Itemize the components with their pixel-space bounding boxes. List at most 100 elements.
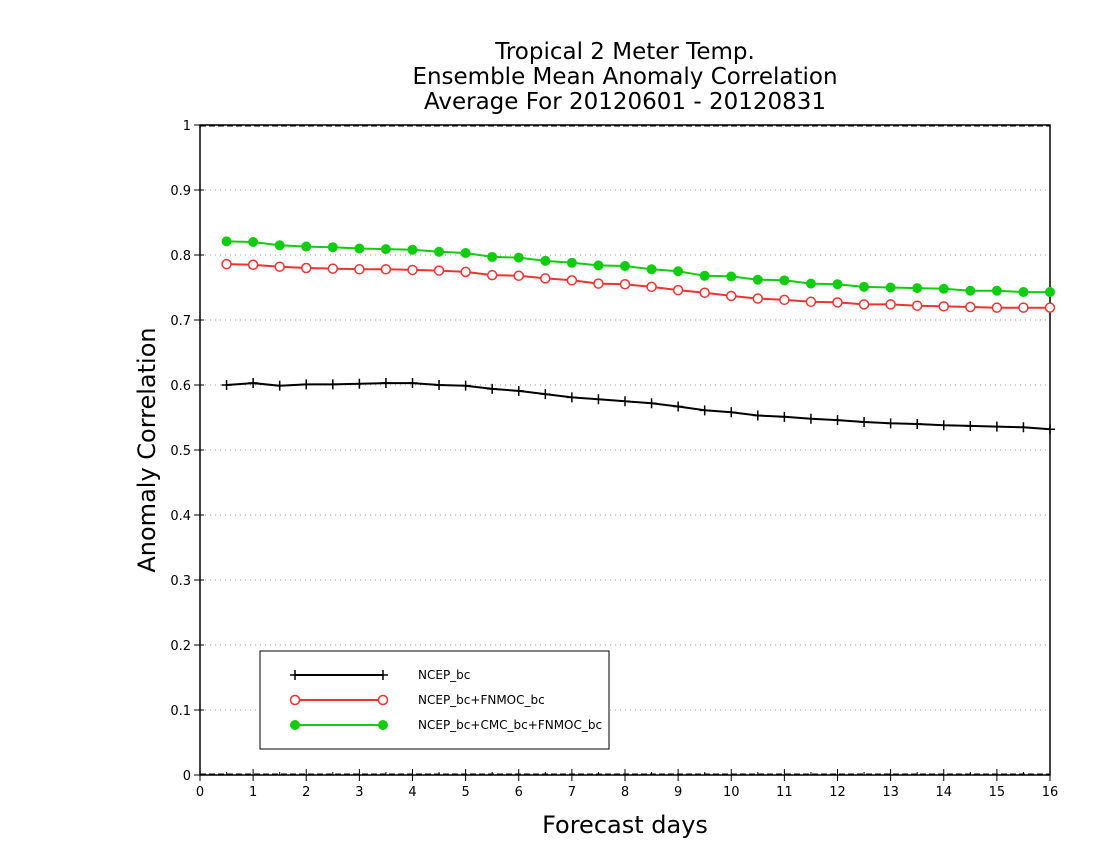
series-2-point-21 [779, 275, 790, 286]
legend-swatch-marker-end-1 [377, 694, 389, 706]
series-0-point-24 [859, 417, 870, 428]
x-axis-label: Forecast days [542, 811, 708, 839]
series-1-point-17 [672, 284, 684, 296]
legend-swatch-marker-end-2 [378, 720, 388, 730]
series-1-point-3 [301, 262, 312, 274]
series-1-point-31 [1044, 302, 1056, 313]
series-2-point-19 [726, 271, 737, 282]
x-tick-label-13: 13 [882, 785, 899, 800]
series-2-point-20 [752, 274, 763, 285]
y-tick-label-0: 0 [183, 769, 191, 784]
series-0-point-10 [487, 383, 498, 394]
series-0-point-3 [301, 379, 312, 390]
legend-swatch-marker-start-0 [290, 670, 300, 680]
series-2-point-8 [434, 246, 445, 257]
series-2 [221, 236, 1055, 298]
series-0-point-15 [620, 396, 630, 407]
series-2-point-17 [673, 266, 684, 277]
series-2-point-30 [1018, 287, 1029, 298]
series-2-point-9 [460, 248, 471, 259]
series-1-point-5 [354, 264, 365, 275]
series-0-point-6 [380, 378, 391, 389]
series-1-point-18 [699, 287, 710, 298]
x-tick-label-16: 16 [1042, 785, 1059, 800]
series-2-point-12 [540, 255, 551, 266]
chart-title-line-1: Tropical 2 Meter Temp. [494, 39, 755, 65]
series-0-point-14 [593, 394, 604, 405]
series-1-point-16 [646, 281, 657, 293]
series-1-point-11 [513, 270, 524, 282]
x-tick-label-10: 10 [723, 785, 740, 800]
series-0-point-21 [779, 411, 790, 422]
x-tick-label-5: 5 [461, 785, 469, 800]
x-tick-label-3: 3 [355, 785, 363, 800]
series-2-point-13 [566, 257, 577, 268]
series-1-point-28 [965, 301, 976, 313]
series-0-point-23 [832, 415, 843, 426]
grid-lines [200, 189, 1050, 711]
series-2-point-5 [354, 243, 365, 254]
x-tick-label-8: 8 [621, 785, 629, 800]
x-tick-label-12: 12 [829, 785, 846, 800]
series-1-point-30 [1018, 302, 1029, 313]
series-1-point-29 [991, 302, 1003, 313]
series-1-point-7 [407, 264, 418, 276]
series-2-point-25 [885, 282, 896, 293]
series-1-point-27 [938, 301, 949, 312]
y-tick-label-8: 0.8 [170, 249, 191, 264]
series-1-point-26 [911, 300, 923, 311]
series-0-point-5 [354, 378, 365, 389]
series-0-point-16 [646, 398, 657, 409]
legend-label-2: NCEP_bc+CMC_bc+FNMOC_bc [418, 718, 602, 732]
series-1-point-21 [779, 294, 790, 306]
y-tick-label-7: 0.7 [170, 314, 191, 329]
series-0-point-0 [221, 380, 232, 390]
y-tick-label-1: 0.1 [170, 704, 191, 719]
legend-swatch-marker-end-0 [378, 670, 388, 680]
series-2-point-10 [487, 251, 498, 262]
y-tick-label-3: 0.3 [170, 574, 191, 589]
x-tick-label-15: 15 [989, 785, 1006, 800]
y-tick-label-4: 0.4 [170, 509, 191, 524]
series-1-point-24 [858, 299, 870, 310]
chart-title-line-2: Ensemble Mean Anomaly Correlation [412, 64, 837, 90]
x-tick-label-6: 6 [515, 785, 523, 800]
series-1-point-20 [752, 293, 764, 304]
legend-entry-2: NCEP_bc+CMC_bc+FNMOC_bc [290, 718, 602, 732]
series-0-point-4 [327, 379, 338, 390]
y-tick-label-9: 0.9 [170, 184, 191, 199]
series-2-point-11 [513, 252, 524, 263]
series-0-point-8 [434, 380, 445, 390]
series-1-point-23 [832, 297, 843, 308]
axes: 00.10.20.30.40.50.60.70.80.910 1 2 3 4 5 6 7 8 9 1… [170, 119, 1058, 800]
series-0-point-12 [540, 389, 551, 400]
series-0-point-7 [407, 378, 418, 389]
series-2-point-4 [327, 242, 338, 253]
series-0-point-26 [912, 419, 923, 429]
series-2-point-22 [805, 278, 816, 289]
series-0-point-25 [885, 418, 896, 429]
x-tick-label-9: 9 [674, 785, 682, 800]
legend: NCEP_bc NCEP_bc+FNMOC_bc NCEP_bc+CMC_bc+FN… [259, 650, 610, 750]
series-1-point-4 [327, 263, 339, 274]
y-tick-label-6: 0.6 [170, 379, 191, 394]
legend-swatch-marker-start-1 [289, 694, 301, 706]
y-tick-label-5: 0.5 [170, 444, 191, 459]
series-1-point-12 [540, 273, 551, 284]
legend-entry-1: NCEP_bc+FNMOC_bc [289, 693, 545, 707]
series-0-point-30 [1018, 422, 1029, 433]
series-2-point-15 [620, 261, 630, 272]
x-tick-label-4: 4 [408, 785, 416, 800]
series-2-point-2 [274, 240, 285, 251]
legend-label-0: NCEP_bc [418, 668, 470, 682]
series-2-point-26 [912, 283, 923, 294]
chart-title: Tropical 2 Meter Temp. Ensemble Mean Ano… [412, 39, 837, 115]
series-1 [221, 258, 1056, 313]
series-2-point-18 [699, 270, 710, 281]
series-1-point-13 [566, 275, 578, 286]
series-2-point-28 [965, 285, 976, 296]
series-0-point-28 [965, 420, 976, 431]
series-2-point-1 [248, 237, 259, 247]
series-1-point-25 [885, 299, 896, 310]
